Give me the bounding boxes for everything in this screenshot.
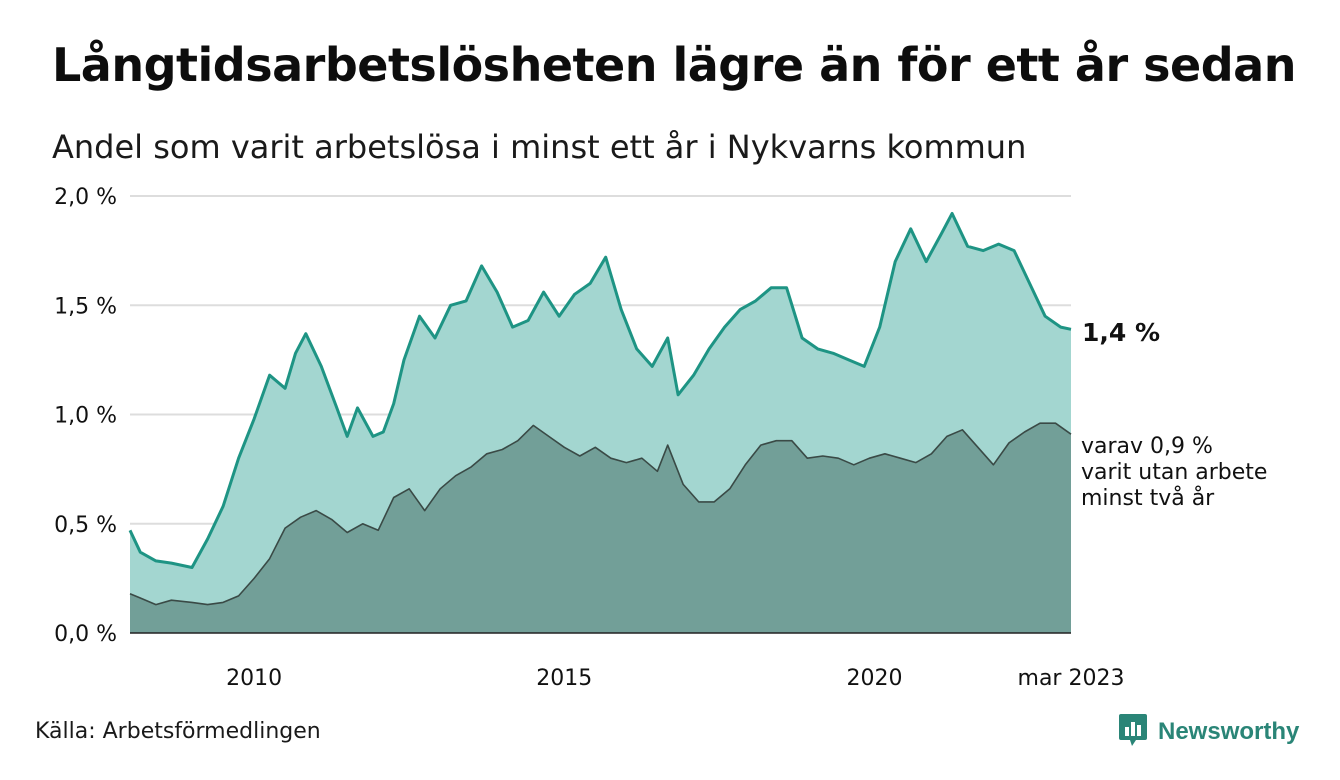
brand-name: Newsworthy <box>1158 718 1300 745</box>
x-tick-label: 2010 <box>226 666 282 691</box>
line-total <box>128 212 1072 569</box>
y-tick-label: 1,5 % <box>54 294 117 319</box>
y-axis-ticks: 0,0 % 0,5 % 1,0 % 1,5 % 2,0 % <box>54 185 117 647</box>
end-label-total: 1,4 % <box>1082 318 1160 347</box>
source-note: Källa: Arbetsförmedlingen <box>35 719 321 744</box>
x-axis-ticks: 2010 2015 2020 mar 2023 <box>226 666 1124 691</box>
area-long <box>130 423 1071 633</box>
x-tick-label: 2015 <box>536 666 592 691</box>
chart-title: Långtidsarbetslösheten lägre än för ett … <box>52 38 1296 92</box>
chart-areas <box>128 212 1072 633</box>
y-tick-label: 2,0 % <box>54 185 117 210</box>
end-label-long-line-3: minst två år <box>1081 485 1215 511</box>
chart-subtitle: Andel som varit arbetslösa i minst ett å… <box>52 128 1027 166</box>
y-tick-label: 0,5 % <box>54 513 117 538</box>
brand-logo: Newsworthy <box>1118 712 1299 752</box>
y-tick-label: 0,0 % <box>54 622 117 647</box>
y-tick-label: 1,0 % <box>54 404 117 429</box>
end-label-long-line-1: varav 0,9 % <box>1081 434 1213 459</box>
line-long <box>129 422 1072 606</box>
x-tick-label: 2020 <box>847 666 903 691</box>
end-label-long-line-2: varit utan arbete <box>1081 460 1267 485</box>
newsworthy-logo-icon <box>1118 712 1148 752</box>
x-tick-label: mar 2023 <box>1018 666 1125 691</box>
